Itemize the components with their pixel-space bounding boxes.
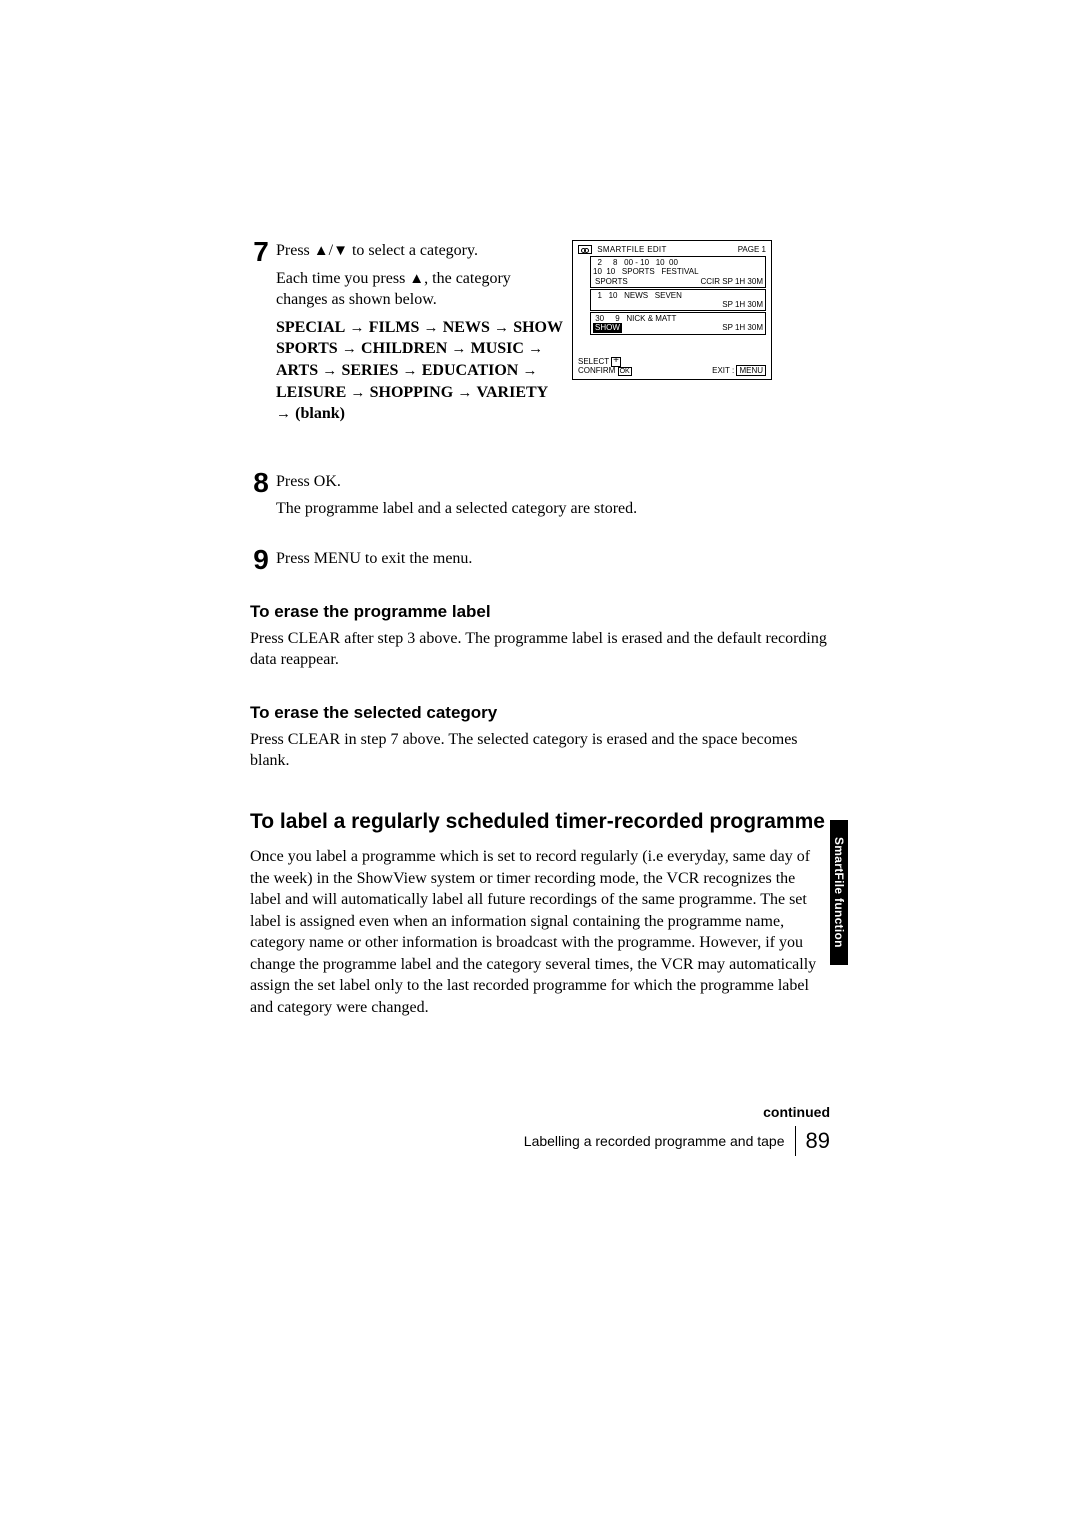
cassette-icon: [578, 245, 592, 254]
para-erase-category: Press CLEAR in step 7 above. The selecte…: [250, 729, 830, 772]
step-number-7: 7: [250, 236, 272, 268]
para-erase-label: Press CLEAR after step 3 above. The prog…: [250, 628, 830, 671]
step7-sub: Each time you press ▲, the category chan…: [276, 268, 564, 311]
manual-page: 7 Press ▲/▼ to select a category. Each t…: [0, 0, 1080, 1528]
category-chain: SPECIAL → FILMS → NEWS → SHOW SPORTS → C…: [276, 317, 564, 425]
side-tab-smartfile: SmartFile function: [830, 820, 848, 965]
osd-screenshot: SMARTFILE EDIT PAGE 1 2 8 00 - 10 10 001…: [572, 240, 772, 431]
step7-heading: Press ▲/▼ to select a category.: [276, 240, 564, 262]
para-label-timer: Once you label a programme which is set …: [250, 846, 830, 1019]
osd-title: SMARTFILE EDIT: [597, 245, 666, 254]
osd-hint-right: EXIT : MENU: [712, 366, 766, 375]
osd-record-list: 2 8 00 - 10 10 0010 10 SPORTS FESTIVALSP…: [590, 256, 766, 334]
osd-hint-left: SELECT CONFIRM OK: [578, 357, 632, 375]
continued-indicator: continued: [763, 1104, 830, 1120]
arrow-up-icon: ▲: [409, 270, 424, 287]
heading-erase-category: To erase the selected category: [250, 703, 830, 723]
osd-page-indicator: PAGE 1: [738, 245, 766, 254]
step8-line1: Press OK.: [276, 471, 830, 493]
step9-line1: Press MENU to exit the menu.: [276, 548, 830, 570]
step8-line2: The programme label and a selected categ…: [276, 498, 830, 520]
step-8: 8 Press OK. The programme label and a se…: [250, 471, 830, 520]
heading-erase-label: To erase the programme label: [250, 602, 830, 622]
page-number: 89: [806, 1128, 830, 1154]
step-9: 9 Press MENU to exit the menu.: [250, 548, 830, 570]
heading-label-timer: To label a regularly scheduled timer-rec…: [250, 810, 830, 834]
step-number-9: 9: [250, 544, 272, 576]
arrow-up-icon: ▲: [314, 242, 329, 259]
page-footer: Labelling a recorded programme and tape …: [524, 1126, 830, 1156]
arrow-down-icon: ▼: [333, 242, 348, 259]
footer-title: Labelling a recorded programme and tape: [524, 1133, 785, 1149]
footer-separator: [795, 1126, 796, 1156]
step-7: 7 Press ▲/▼ to select a category. Each t…: [250, 240, 830, 431]
step-number-8: 8: [250, 467, 272, 499]
dpad-icon: [611, 357, 621, 367]
